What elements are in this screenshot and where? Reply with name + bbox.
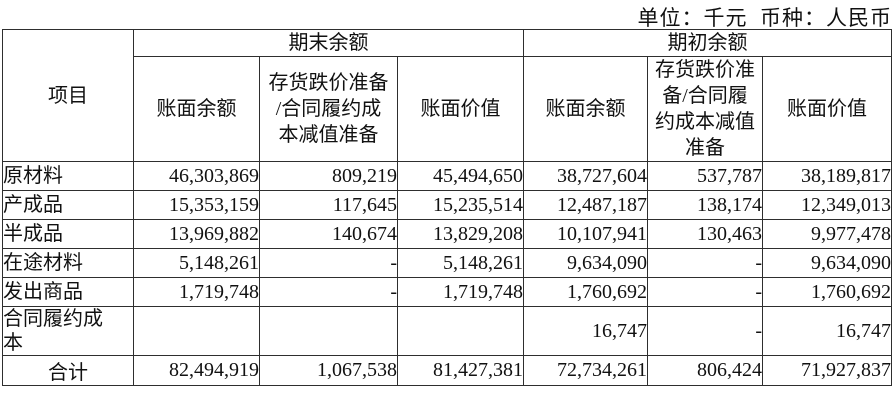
- header-begin-provision: 存货跌价准 备/合同履 约成本减值 准备: [647, 56, 763, 162]
- cell-value: 10,107,941: [523, 219, 648, 249]
- cell-value: 71,927,837: [762, 355, 892, 386]
- row-label: 产成品: [2, 190, 134, 220]
- cell-value: -: [647, 306, 763, 356]
- header-period-end: 期末余额: [133, 29, 524, 57]
- cell-value: 1,067,538: [259, 355, 398, 386]
- cell-value: -: [647, 248, 763, 278]
- cell-value: 806,424: [647, 355, 763, 386]
- cell-value: 9,634,090: [523, 248, 648, 278]
- header-row-columns: 账面余额 存货跌价准备 /合同履约成 本减值准备 账面价值 账面余额 存货跌价准…: [3, 56, 892, 162]
- header-end-provision: 存货跌价准备 /合同履约成 本减值准备: [259, 56, 398, 162]
- cell-value: -: [259, 277, 398, 307]
- cell-value: 38,189,817: [762, 161, 892, 191]
- table-row-semi-finished-goods: 半成品 13,969,882 140,674 13,829,208 10,107…: [2, 219, 892, 249]
- row-label: 半成品: [2, 219, 134, 249]
- cell-value: 38,727,604: [523, 161, 648, 191]
- table-row-materials-in-transit: 在途材料 5,148,261 - 5,148,261 9,634,090 - 9…: [2, 248, 892, 278]
- cell-value: 1,719,748: [397, 277, 524, 307]
- table-row-contract-performance-cost: 合同履约成 本 16,747 - 16,747: [2, 306, 892, 356]
- cell-value: 15,353,159: [133, 190, 260, 220]
- row-label: 合同履约成 本: [2, 306, 134, 356]
- unit-currency-note: 单位：千元 币种：人民币: [637, 6, 892, 30]
- table-row-total: 合计 82,494,919 1,067,538 81,427,381 72,73…: [2, 355, 892, 386]
- cell-value: 72,734,261: [523, 355, 648, 386]
- cell-value: 5,148,261: [133, 248, 260, 278]
- inventory-table: 项目 期末余额 期初余额 账面余额 存货跌价准备 /合同履约成 本减值准备 账面…: [2, 29, 892, 386]
- cell-value: 16,747: [523, 306, 648, 356]
- cell-value: 5,148,261: [397, 248, 524, 278]
- cell-value: 12,487,187: [523, 190, 648, 220]
- cell-value: 140,674: [259, 219, 398, 249]
- header-end-book-value: 账面价值: [397, 56, 524, 162]
- cell-value: 82,494,919: [133, 355, 260, 386]
- row-label: 发出商品: [2, 277, 134, 307]
- cell-value: 45,494,650: [397, 161, 524, 191]
- table-row-goods-shipped: 发出商品 1,719,748 - 1,719,748 1,760,692 - 1…: [2, 277, 892, 307]
- row-label: 原材料: [2, 161, 134, 191]
- header-end-book-balance: 账面余额: [133, 56, 260, 162]
- cell-value: 9,977,478: [762, 219, 892, 249]
- cell-value: 9,634,090: [762, 248, 892, 278]
- table-row-raw-materials: 原材料 46,303,869 809,219 45,494,650 38,727…: [2, 161, 892, 191]
- header-row-groups: 项目 期末余额 期初余额: [2, 29, 892, 162]
- cell-value: -: [647, 277, 763, 307]
- cell-value: 16,747: [762, 306, 892, 356]
- cell-value: 13,969,882: [133, 219, 260, 249]
- row-label-total: 合计: [2, 355, 134, 386]
- header-period-begin: 期初余额: [523, 29, 892, 57]
- cell-value: 130,463: [647, 219, 763, 249]
- cell-value: 46,303,869: [133, 161, 260, 191]
- cell-value: 1,719,748: [133, 277, 260, 307]
- cell-value: 13,829,208: [397, 219, 524, 249]
- cell-value: 1,760,692: [523, 277, 648, 307]
- row-label: 在途材料: [2, 248, 134, 278]
- cell-value: -: [259, 248, 398, 278]
- cell-value: 138,174: [647, 190, 763, 220]
- header-item: 项目: [2, 29, 134, 162]
- cell-value: 15,235,514: [397, 190, 524, 220]
- cell-value: 537,787: [647, 161, 763, 191]
- cell-value: 117,645: [259, 190, 398, 220]
- cell-value: 81,427,381: [397, 355, 524, 386]
- cell-value: 809,219: [259, 161, 398, 191]
- cell-value: [397, 306, 524, 356]
- cell-value: [259, 306, 398, 356]
- cell-value: 12,349,013: [762, 190, 892, 220]
- cell-value: 1,760,692: [762, 277, 892, 307]
- header-begin-book-value: 账面价值: [762, 56, 892, 162]
- cell-value: [133, 306, 260, 356]
- header-begin-book-balance: 账面余额: [523, 56, 648, 162]
- table-row-finished-goods: 产成品 15,353,159 117,645 15,235,514 12,487…: [2, 190, 892, 220]
